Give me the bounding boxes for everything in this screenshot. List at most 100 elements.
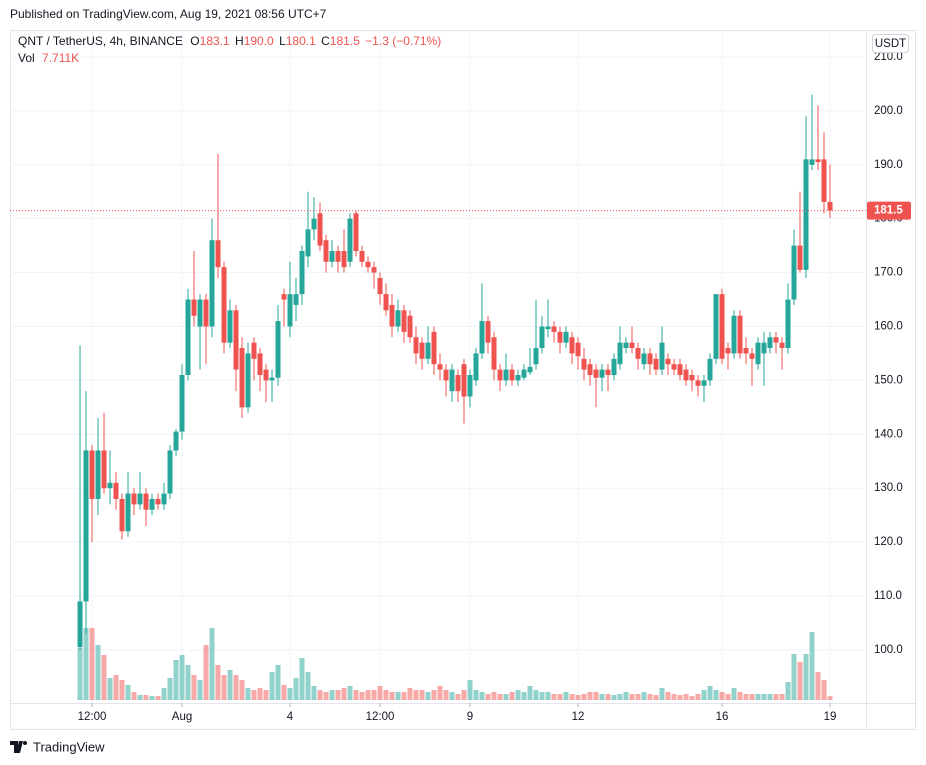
candle-body xyxy=(395,310,401,327)
candle-body xyxy=(671,364,677,370)
candle-body xyxy=(323,240,329,262)
volume-bar xyxy=(155,696,161,700)
volume-bar xyxy=(215,665,221,700)
candle-body xyxy=(149,498,155,510)
volume-bar xyxy=(515,690,521,700)
candle-body xyxy=(653,358,659,370)
volume-bar xyxy=(341,688,347,700)
candle-body xyxy=(743,348,749,354)
candle-body xyxy=(767,337,773,349)
candle-body xyxy=(317,213,323,246)
volume-bar xyxy=(443,690,449,700)
volume-bar xyxy=(137,695,143,700)
volume-bar xyxy=(317,690,323,700)
volume-bar xyxy=(653,695,659,700)
volume-bar xyxy=(683,694,689,700)
candle-body xyxy=(119,498,125,532)
y-tick-label: 160.0 xyxy=(874,321,903,333)
candle-body xyxy=(713,294,719,359)
volume-bar xyxy=(731,688,737,700)
volume-bar xyxy=(377,686,383,700)
candle-body xyxy=(593,369,599,378)
candle-body xyxy=(665,358,671,365)
candle-body xyxy=(677,364,683,375)
volume-bar xyxy=(329,690,335,700)
volume-legend: Vol 7.711K xyxy=(18,51,79,65)
volume-bar xyxy=(395,692,401,700)
candle-body xyxy=(827,201,833,211)
candle-body xyxy=(383,294,389,311)
candle-body xyxy=(269,377,275,381)
volume-bar xyxy=(431,690,437,700)
candle-body xyxy=(341,251,347,268)
candle-body xyxy=(641,353,647,365)
candle-body xyxy=(485,321,491,343)
candle-body xyxy=(629,342,635,349)
volume-bar xyxy=(461,690,467,700)
candle-body xyxy=(815,159,821,163)
candle-body xyxy=(563,331,569,343)
candle-body xyxy=(413,337,419,354)
brand-logo xyxy=(10,741,27,753)
candle-body xyxy=(437,364,443,370)
candle-body xyxy=(371,267,377,273)
volume-bar xyxy=(149,696,155,700)
volume-value: 7.711K xyxy=(42,51,79,65)
x-tick-label: Aug xyxy=(172,711,192,723)
candle-body xyxy=(455,374,461,392)
candle-body xyxy=(299,251,305,295)
volume-bar xyxy=(605,694,611,700)
logo-mark xyxy=(10,741,23,753)
candle-body xyxy=(293,294,299,305)
volume-bar xyxy=(455,694,461,700)
volume-bar xyxy=(641,692,647,700)
candle-body xyxy=(719,294,725,359)
candle-body xyxy=(581,358,587,370)
candle-body xyxy=(527,366,533,373)
candle-body xyxy=(701,380,707,386)
volume-bar xyxy=(743,694,749,700)
currency-button[interactable] xyxy=(872,34,909,53)
candle-body xyxy=(173,431,179,451)
candle-body xyxy=(695,380,701,386)
volume-title: Vol xyxy=(18,51,35,65)
volume-bar xyxy=(737,692,743,700)
candle-body xyxy=(113,482,119,499)
volume-bar xyxy=(779,694,785,700)
candle-body xyxy=(623,342,629,349)
volume-bar xyxy=(161,688,167,700)
published-note: Published on TradingView.com, Aug 19, 20… xyxy=(10,7,327,21)
volume-bar xyxy=(485,694,491,700)
high-letter: H xyxy=(235,34,244,48)
candle-body xyxy=(245,353,251,408)
volume-bar xyxy=(767,694,773,700)
last-price-tag xyxy=(867,201,911,220)
volume-bar xyxy=(323,692,329,700)
y-tick-label: 170.0 xyxy=(874,267,903,279)
volume-bar xyxy=(611,695,617,700)
candle-body xyxy=(731,315,737,354)
candle-body xyxy=(587,364,593,375)
candle-body xyxy=(335,251,341,262)
candle-body xyxy=(287,294,293,327)
volume-bar xyxy=(239,680,245,700)
candle-body xyxy=(683,369,689,381)
candle-body xyxy=(215,240,221,268)
volume-bar xyxy=(467,680,473,700)
volume-bar xyxy=(761,694,767,700)
volume-bar xyxy=(701,690,707,700)
currency[interactable]: USDT xyxy=(875,38,906,50)
candle-body xyxy=(389,304,395,327)
candle-body xyxy=(95,450,101,499)
volume-bar xyxy=(245,688,251,700)
candle-body xyxy=(203,299,209,327)
volume-bar xyxy=(173,660,179,700)
volume-bar xyxy=(311,686,317,700)
candle-body xyxy=(725,348,731,354)
volume-bar xyxy=(545,692,551,700)
candle-body xyxy=(131,493,137,505)
y-tick-label: 200.0 xyxy=(874,105,903,117)
candle-body xyxy=(509,369,515,381)
volume-bar xyxy=(803,654,809,700)
